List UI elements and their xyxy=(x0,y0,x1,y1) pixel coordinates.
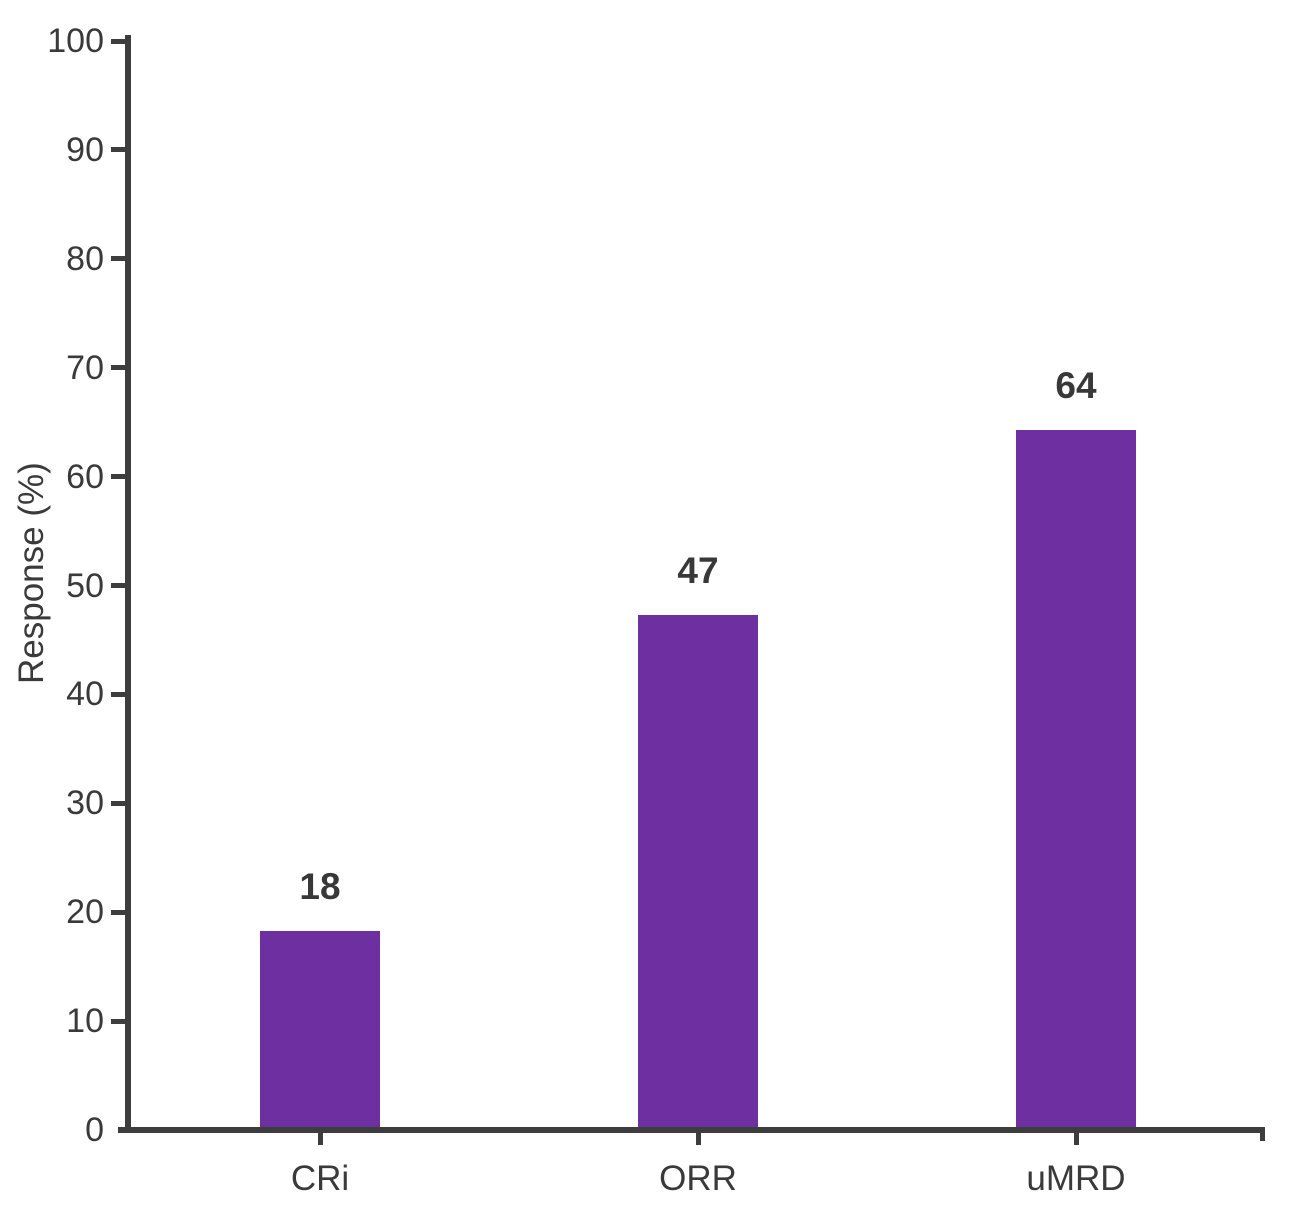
y-tick-label: 90 xyxy=(66,130,104,169)
x-axis-line xyxy=(118,1127,1265,1133)
bar-cri xyxy=(260,931,380,1127)
y-tick xyxy=(111,256,125,262)
x-tick xyxy=(695,1133,701,1145)
x-category-label: uMRD xyxy=(1026,1159,1126,1198)
y-tick-label: 70 xyxy=(66,348,104,387)
y-tick-label: 30 xyxy=(66,784,104,823)
x-category-label: ORR xyxy=(659,1159,737,1198)
y-tick-label: 40 xyxy=(66,675,104,714)
bar-value-label: 47 xyxy=(677,550,719,591)
y-tick-label: 80 xyxy=(66,239,104,278)
y-tick-label: 50 xyxy=(66,566,104,605)
y-tick xyxy=(111,365,125,371)
x-axis-endcap-tick xyxy=(1260,1127,1265,1141)
x-category-label: CRi xyxy=(290,1159,350,1198)
y-tick-label: 20 xyxy=(66,893,104,932)
y-tick-label: 100 xyxy=(47,22,104,60)
y-tick-label: 0 xyxy=(85,1111,104,1149)
y-tick xyxy=(111,147,125,153)
y-tick xyxy=(111,1018,125,1024)
y-tick xyxy=(111,800,125,806)
x-tick xyxy=(317,1133,323,1145)
y-tick xyxy=(111,691,125,697)
bar-value-label: 64 xyxy=(1055,365,1097,406)
y-tick xyxy=(111,38,125,44)
y-tick xyxy=(111,474,125,480)
bar-orr xyxy=(638,615,758,1127)
y-axis-line xyxy=(125,35,131,1133)
y-tick xyxy=(111,909,125,915)
bar-umrd xyxy=(1016,430,1136,1127)
y-tick-label: 10 xyxy=(66,1002,104,1041)
bar-value-label: 18 xyxy=(299,866,341,907)
y-tick-label: 60 xyxy=(66,457,104,496)
x-tick xyxy=(1073,1133,1079,1145)
y-tick xyxy=(111,583,125,588)
